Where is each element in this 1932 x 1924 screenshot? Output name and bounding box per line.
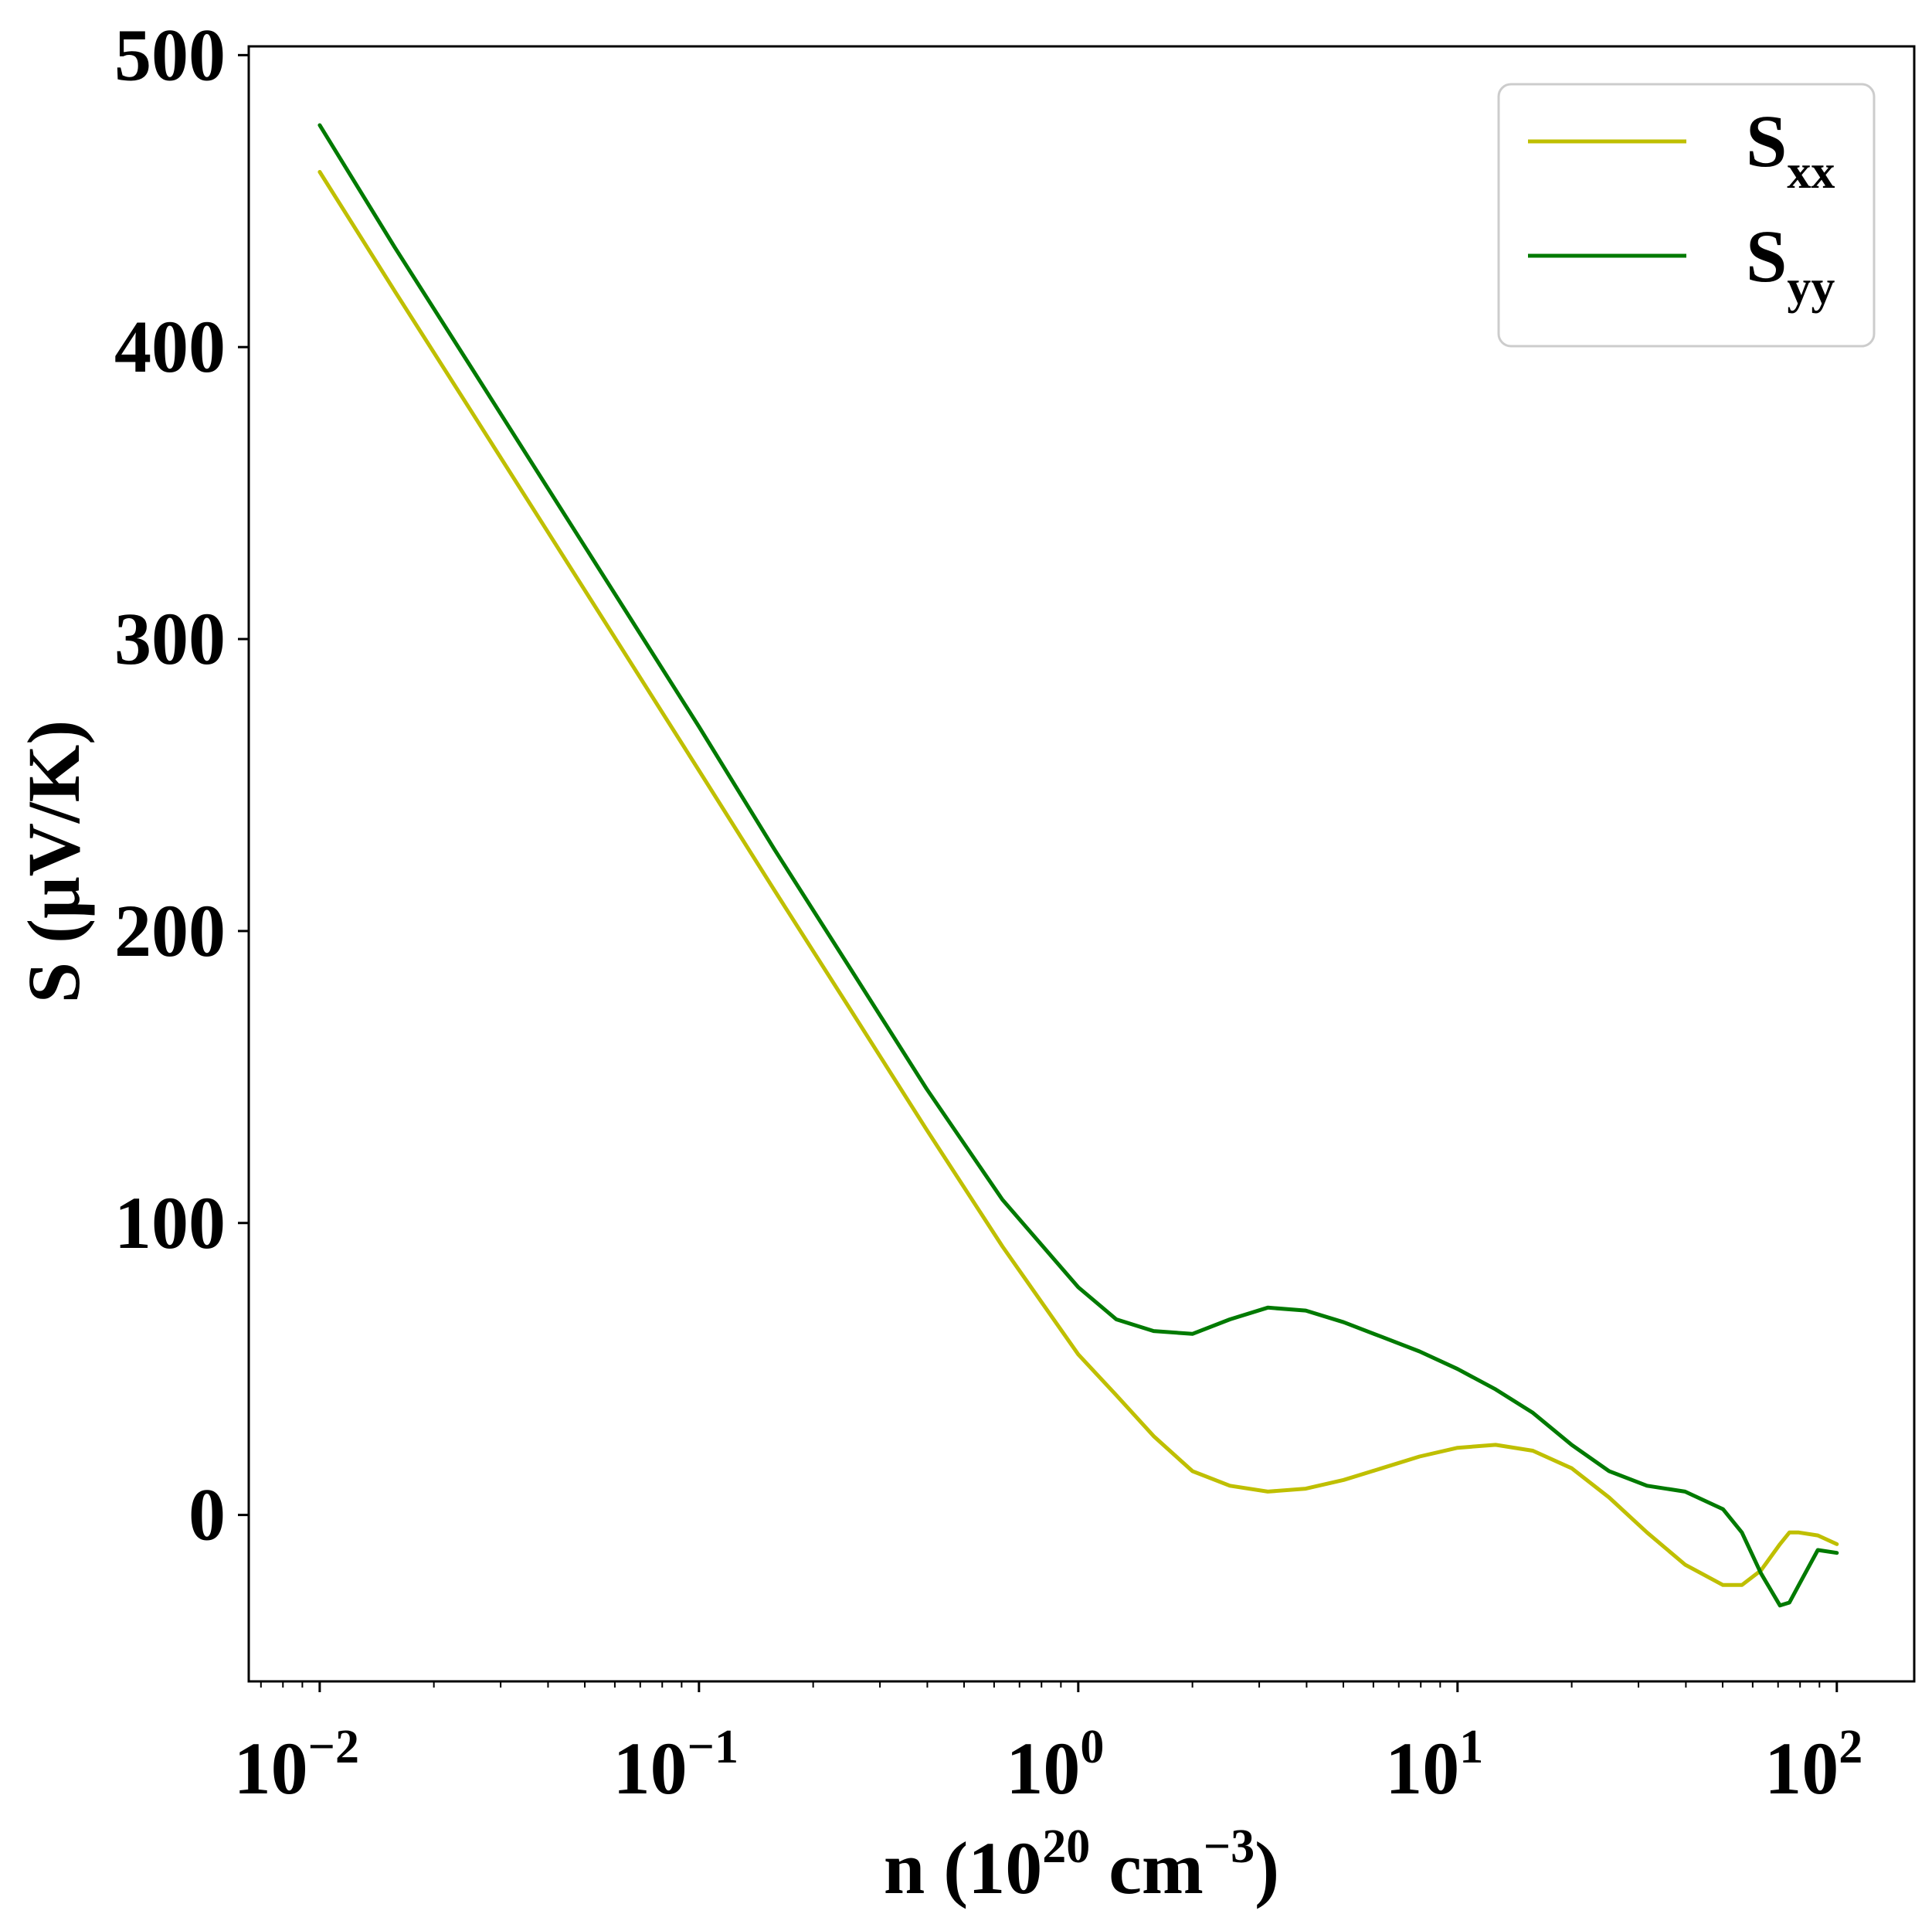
x-axis: 10−2 10−1 100 101 102 xyxy=(234,1681,1862,1810)
y-axis: 0 100 200 300 400 500 xyxy=(114,13,249,1556)
x-tick-label-base: 10 xyxy=(1006,1727,1080,1810)
x-tick-label-exponent: 2 xyxy=(1839,1721,1862,1773)
x-tick-label: 10−2 xyxy=(234,1721,359,1810)
x-tick-label: 102 xyxy=(1764,1721,1862,1810)
y-axis-label: S (μV/K) xyxy=(12,720,95,1003)
x-axis-label: n (1020 cm−3) xyxy=(884,1820,1279,1909)
y-tick-label: 500 xyxy=(114,13,226,96)
legend-label-sxx-main: S xyxy=(1746,100,1787,182)
legend: Sxx Syy xyxy=(1497,83,1876,348)
y-tick-label: 100 xyxy=(114,1181,226,1264)
x-tick-label: 101 xyxy=(1385,1721,1483,1810)
x-tick-label-exponent: 1 xyxy=(1459,1721,1483,1773)
x-tick-label-exponent: −2 xyxy=(308,1721,359,1773)
x-axis-label-suffix: ) xyxy=(1255,1827,1279,1909)
series-line-sxx xyxy=(317,170,1839,1587)
x-tick-label-base: 10 xyxy=(1764,1727,1839,1810)
x-tick-label: 10−1 xyxy=(613,1721,739,1810)
plot-lines xyxy=(317,123,1839,1608)
legend-label-syy: Syy xyxy=(1746,215,1835,314)
legend-box xyxy=(1497,83,1876,348)
x-axis-label-prefix: n (10 xyxy=(884,1827,1042,1909)
x-tick-label-base: 10 xyxy=(1385,1727,1459,1810)
legend-label-syy-main: S xyxy=(1746,215,1787,297)
x-tick-label-exponent: −1 xyxy=(688,1721,739,1773)
plot-area-frame xyxy=(247,45,1916,1683)
y-tick-label: 400 xyxy=(114,305,226,388)
legend-label-syy-sub: yy xyxy=(1787,261,1835,314)
legend-label-sxx: Sxx xyxy=(1746,100,1835,199)
x-tick-label: 100 xyxy=(1006,1721,1104,1810)
x-axis-label-exponent-1: 20 xyxy=(1042,1820,1090,1873)
x-axis-label-exponent-2: −3 xyxy=(1204,1820,1255,1873)
x-tick-label-base: 10 xyxy=(613,1727,688,1810)
x-tick-label-exponent: 0 xyxy=(1080,1721,1104,1773)
legend-label-sxx-sub: xx xyxy=(1787,146,1835,199)
x-tick-label-base: 10 xyxy=(234,1727,308,1810)
y-tick-label: 0 xyxy=(188,1474,226,1556)
y-tick-label: 300 xyxy=(114,597,226,680)
y-tick-label: 200 xyxy=(114,889,226,972)
series-line-syy xyxy=(317,123,1839,1608)
x-axis-label-middle: cm xyxy=(1090,1827,1204,1909)
